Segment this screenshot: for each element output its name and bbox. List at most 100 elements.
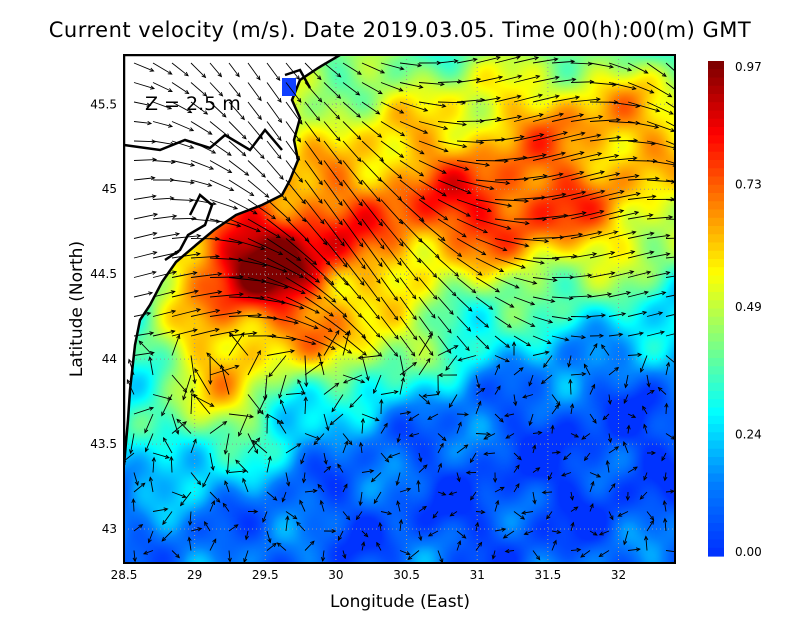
velocity-arrow — [546, 511, 553, 520]
velocity-arrow — [396, 500, 401, 512]
velocity-arrow — [589, 292, 613, 298]
velocity-arrow — [152, 329, 176, 337]
velocity-arrow — [179, 491, 192, 507]
velocity-arrow — [418, 257, 438, 279]
velocity-arrow — [608, 511, 614, 521]
velocity-arrow — [665, 361, 671, 376]
velocity-arrow — [418, 335, 434, 357]
velocity-arrow — [151, 456, 156, 473]
velocity-arrow — [661, 452, 667, 462]
velocity-arrow — [551, 95, 581, 103]
velocity-arrow — [469, 452, 477, 464]
velocity-arrow — [456, 57, 478, 64]
velocity-arrow — [664, 402, 669, 415]
velocity-arrow — [570, 230, 603, 239]
velocity-arrow — [475, 116, 502, 122]
velocity-arrow — [323, 465, 332, 473]
velocity-arrow — [190, 121, 213, 135]
velocity-arrow — [665, 121, 675, 127]
velocity-arrow — [323, 296, 348, 318]
velocity-arrow — [209, 491, 221, 503]
velocity-arrow — [418, 140, 449, 153]
velocity-arrow — [598, 550, 610, 558]
colorbar-step — [708, 242, 724, 252]
velocity-arrow — [285, 257, 320, 283]
velocity-arrow — [494, 486, 505, 493]
velocity-arrow — [361, 82, 383, 95]
colorbar-tick-label: 0.24 — [735, 428, 762, 442]
velocity-arrow — [418, 357, 431, 376]
velocity-arrow — [361, 101, 381, 115]
velocity-arrow — [224, 480, 230, 493]
velocity-arrow — [448, 394, 458, 409]
velocity-arrow — [589, 172, 621, 181]
velocity-arrow — [570, 97, 601, 103]
velocity-arrow — [176, 418, 192, 434]
x-tick-label: 29 — [187, 568, 202, 582]
velocity-arrow — [437, 462, 443, 473]
colorbar-tick-label: 0.73 — [735, 177, 762, 191]
velocity-arrow — [300, 452, 306, 465]
colorbar-step — [708, 102, 724, 112]
velocity-arrow — [624, 374, 629, 389]
velocity-arrow — [511, 341, 517, 356]
velocity-arrow — [475, 296, 494, 310]
velocity-arrow — [608, 156, 638, 161]
velocity-arrow — [494, 198, 530, 204]
velocity-arrow — [304, 540, 315, 551]
colorbar-step — [708, 374, 724, 384]
velocity-arrow — [665, 160, 675, 164]
velocity-arrow — [171, 271, 198, 278]
velocity-arrow — [209, 218, 242, 228]
velocity-arrow — [376, 541, 382, 551]
velocity-arrow — [627, 290, 649, 298]
velocity-arrow — [685, 102, 704, 118]
velocity-arrow — [238, 413, 249, 437]
velocity-arrow — [235, 459, 249, 473]
colorbar-step — [708, 407, 724, 417]
velocity-arrow — [532, 444, 537, 454]
velocity-arrow — [589, 117, 621, 122]
velocity-arrow — [380, 316, 399, 340]
velocity-arrow — [228, 179, 255, 197]
velocity-arrow — [437, 218, 467, 238]
velocity-arrow — [190, 272, 223, 278]
velocity-arrow — [551, 296, 574, 301]
velocity-arrow — [622, 441, 629, 454]
colorbar-step — [708, 69, 724, 79]
velocity-arrow — [266, 218, 296, 242]
velocity-arrow — [152, 290, 176, 298]
colorbar-step — [708, 457, 724, 466]
velocity-arrow — [281, 491, 287, 503]
velocity-arrow — [194, 368, 211, 395]
velocity-arrow — [685, 332, 700, 336]
velocity-arrow — [323, 199, 343, 226]
velocity-arrow — [551, 151, 585, 161]
velocity-arrow — [323, 452, 328, 465]
velocity-arrow — [304, 121, 321, 143]
velocity-arrow — [380, 510, 393, 516]
velocity-arrow — [475, 541, 483, 551]
velocity-arrow — [513, 277, 538, 285]
velocity-arrow — [504, 548, 515, 554]
velocity-arrow — [190, 290, 223, 298]
velocity-arrow — [551, 450, 561, 455]
velocity-arrow — [144, 433, 154, 453]
velocity-arrow — [190, 82, 208, 97]
velocity-arrow — [304, 140, 323, 166]
velocity-arrow — [171, 308, 202, 317]
velocity-arrow — [398, 518, 404, 532]
velocity-arrow — [436, 374, 441, 396]
velocity-arrow — [304, 257, 335, 286]
velocity-arrow — [685, 466, 689, 473]
velocity-arrow — [551, 77, 577, 83]
velocity-arrow — [437, 140, 468, 149]
velocity-arrow — [551, 404, 560, 415]
velocity-arrow — [605, 459, 610, 473]
velocity-arrow — [323, 528, 337, 534]
velocity-arrow — [323, 277, 348, 302]
velocity-arrow — [475, 218, 512, 230]
velocity-arrow — [589, 333, 605, 338]
velocity-arrow — [589, 153, 620, 161]
velocity-arrow — [685, 384, 693, 394]
